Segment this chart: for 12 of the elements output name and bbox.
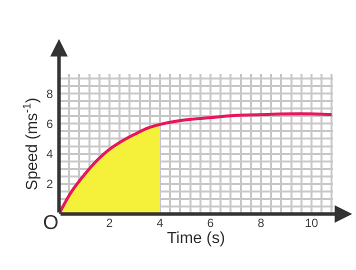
y-tick-label: 2 xyxy=(46,177,54,192)
x-tick-label: 8 xyxy=(258,216,265,230)
x-tick-label: 2 xyxy=(106,216,114,230)
x-axis-title: Time (s) xyxy=(166,230,226,247)
y-tick-label: 8 xyxy=(46,86,54,101)
y-tick-label: 6 xyxy=(46,116,54,131)
x-tick-label: 10 xyxy=(304,216,319,230)
line-series xyxy=(59,112,333,214)
x-tick-label: 4 xyxy=(156,216,164,230)
y-tick-label: 4 xyxy=(46,146,54,161)
text: O xyxy=(43,212,59,234)
x-tick-label: 6 xyxy=(207,216,214,230)
